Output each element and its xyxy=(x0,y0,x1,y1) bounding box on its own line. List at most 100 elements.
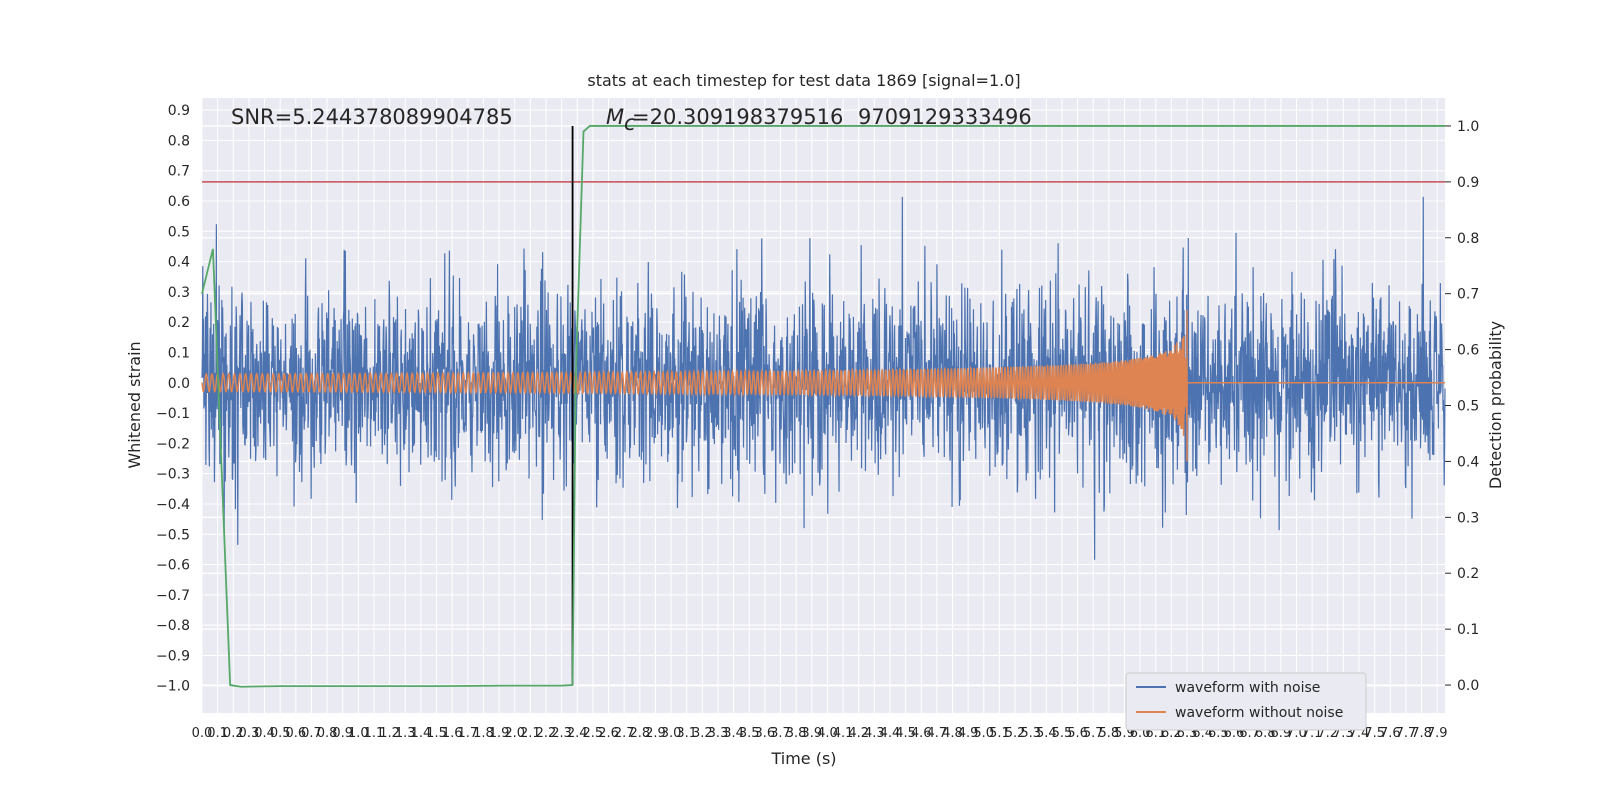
chart-title: stats at each timestep for test data 186… xyxy=(587,71,1020,90)
overlay xyxy=(201,125,1445,688)
x-tick-label: 3.1 xyxy=(676,726,697,741)
y-right-tick-label: 0.1 xyxy=(1457,622,1479,638)
x-tick-label: 1.5 xyxy=(426,726,447,741)
y-left-tick-label: 0.7 xyxy=(168,164,190,180)
y-right-tick-label: 0.5 xyxy=(1457,399,1479,415)
x-tick-label: 0.3 xyxy=(239,726,260,741)
x-tick-label: 2.2 xyxy=(536,726,557,741)
annotation-chirp-mass-value: =20.309198379516 xyxy=(632,105,843,129)
y-left-tick-label: −0.5 xyxy=(156,527,190,543)
y-left-tick-label: −0.9 xyxy=(156,648,190,664)
x-tick-label: 0.5 xyxy=(270,726,291,741)
x-tick-label: 5.4 xyxy=(1036,726,1057,741)
left-axis: −1.0 −0.9 −0.8 −0.7 −0.6 −0.5 −0.4 −0.3 −0.2 −0.1… xyxy=(156,103,190,695)
x-tick-label: 2.9 xyxy=(645,726,666,741)
legend-entry-noise: waveform with noise xyxy=(1175,680,1320,696)
y-right-tick-label: 0.4 xyxy=(1457,454,1479,470)
x-tick-label: 3.9 xyxy=(801,726,822,741)
x-tick-label: 4.7 xyxy=(927,726,948,741)
y-right-tick-label: 0.0 xyxy=(1457,678,1479,694)
x-tick-label: 0.2 xyxy=(223,726,244,741)
x-tick-label: 7.5 xyxy=(1364,726,1385,741)
x-tick-label: 7.6 xyxy=(1380,726,1401,741)
y-left-tick-label: 0.1 xyxy=(168,345,190,361)
y-right-tick-label: 0.2 xyxy=(1457,566,1479,582)
x-tick-label: 2.7 xyxy=(614,726,635,741)
y-left-tick-label: −0.7 xyxy=(156,588,190,604)
x-tick-label: 3.6 xyxy=(755,726,776,741)
x-tick-label: 3.8 xyxy=(786,726,807,741)
x-tick-label: 5.1 xyxy=(989,726,1010,741)
x-tick-label: 1.4 xyxy=(411,726,432,741)
x-tick-label: 1.3 xyxy=(395,726,416,741)
x-tick-label: 4.0 xyxy=(817,726,838,741)
x-tick-label: 4.6 xyxy=(911,726,932,741)
y-left-tick-label: 0.6 xyxy=(168,194,190,210)
y-left-tick-label: −0.2 xyxy=(156,436,190,452)
x-tick-label: 3.5 xyxy=(739,726,760,741)
x-tick-label: 0.4 xyxy=(254,726,275,741)
x-tick-label: 1.9 xyxy=(489,726,510,741)
y-left-tick-label: −1.0 xyxy=(156,679,190,695)
y-axis-left-label: Whitened strain xyxy=(125,341,144,468)
y-right-tick-label: 0.3 xyxy=(1457,510,1479,526)
y-left-tick-label: 0.0 xyxy=(168,376,190,392)
x-tick-label: 2.0 xyxy=(504,726,525,741)
y-left-tick-label: 0.3 xyxy=(168,285,190,301)
x-tick-label: 2.5 xyxy=(583,726,604,741)
x-axis-label: Time (s) xyxy=(770,749,836,768)
x-tick-label: 5.6 xyxy=(1067,726,1088,741)
x-tick-label: 3.0 xyxy=(661,726,682,741)
y-left-tick-label: −0.4 xyxy=(156,497,190,513)
x-tick-label: 1.1 xyxy=(364,726,385,741)
x-tick-label: 7.8 xyxy=(1411,726,1432,741)
x-tick-label: 0.0 xyxy=(192,726,213,741)
x-tick-label: 1.8 xyxy=(473,726,494,741)
annotation-chirp-mass-subscript: c xyxy=(624,111,636,135)
series-detection-probability xyxy=(201,125,1445,688)
x-tick-label: 1.0 xyxy=(348,726,369,741)
y-left-tick-label: 0.5 xyxy=(168,224,190,240)
x-tick-label: 5.5 xyxy=(1052,726,1073,741)
series-waveform-without-noise xyxy=(201,335,1445,437)
y-left-tick-label: −0.8 xyxy=(156,618,190,634)
y-left-tick-label: −0.6 xyxy=(156,558,190,574)
x-tick-label: 0.1 xyxy=(207,726,228,741)
x-tick-label: 3.7 xyxy=(770,726,791,741)
x-tick-label: 2.4 xyxy=(567,726,588,741)
x-tick-label: 5.0 xyxy=(973,726,994,741)
x-tick-label: 4.5 xyxy=(895,726,916,741)
y-left-tick-label: 0.2 xyxy=(168,315,190,331)
x-tick-label: 2.6 xyxy=(598,726,619,741)
x-tick-label: 0.6 xyxy=(285,726,306,741)
x-tick-label: 4.1 xyxy=(833,726,854,741)
series-layer xyxy=(201,196,1446,560)
x-tick-label: 1.7 xyxy=(457,726,478,741)
annotation-chirp-mass: M c =20.309198379516 xyxy=(606,105,843,135)
x-tick-label: 4.3 xyxy=(864,726,885,741)
y-left-tick-label: −0.1 xyxy=(156,406,190,422)
y-axis-right-label: Detection probability xyxy=(1486,321,1505,489)
y-left-tick-label: −0.3 xyxy=(156,467,190,483)
x-tick-label: 5.8 xyxy=(1098,726,1119,741)
y-right-tick-label: 1.0 xyxy=(1457,119,1479,135)
y-right-tick-label: 0.6 xyxy=(1457,343,1479,359)
x-tick-label: 2.1 xyxy=(520,726,541,741)
annotation-chirp-mass-symbol: M xyxy=(606,105,624,129)
x-tick-label: 0.8 xyxy=(317,726,338,741)
x-tick-label: 2.3 xyxy=(551,726,572,741)
legend-entry-clean: waveform without noise xyxy=(1175,705,1343,721)
x-tick-label: 4.2 xyxy=(848,726,869,741)
x-tick-label: 4.9 xyxy=(958,726,979,741)
x-tick-label: 4.4 xyxy=(880,726,901,741)
x-tick-label: 2.8 xyxy=(629,726,650,741)
legend: waveform with noise waveform without noi… xyxy=(1125,672,1367,731)
x-tick-label: 5.3 xyxy=(1020,726,1041,741)
x-tick-label: 4.8 xyxy=(942,726,963,741)
x-tick-label: 0.7 xyxy=(301,726,322,741)
y-right-tick-label: 0.8 xyxy=(1457,231,1479,247)
annotation-snr: SNR=5.244378089904785 xyxy=(231,105,513,129)
x-tick-label: 7.7 xyxy=(1396,726,1417,741)
x-tick-label: 1.2 xyxy=(379,726,400,741)
